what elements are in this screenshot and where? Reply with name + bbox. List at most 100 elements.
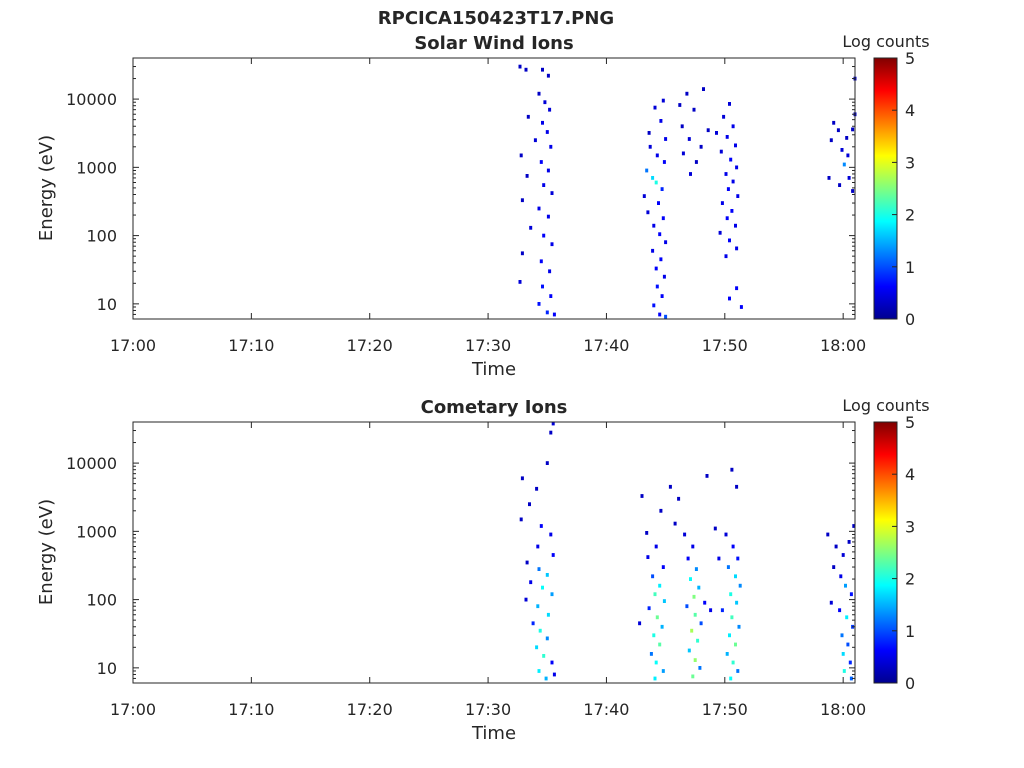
heatmap-cell [719, 149, 723, 154]
plot-area [132, 421, 856, 684]
heatmap-cell [549, 294, 553, 298]
heatmap-cell [655, 284, 659, 289]
heatmap-cell [655, 153, 659, 158]
heatmap-cell [548, 107, 552, 112]
heatmap-cell [673, 521, 677, 526]
y-tick-label: 1000 [76, 522, 117, 541]
heatmap-cell [536, 604, 540, 609]
heatmap-cell [738, 583, 742, 588]
heatmap-cell [838, 183, 842, 187]
heatmap-cell [654, 180, 658, 185]
colorbar-tick-label: 5 [905, 49, 915, 68]
heatmap-cell [661, 565, 665, 569]
heatmap-cell [681, 151, 685, 156]
heatmap-cell [659, 257, 663, 262]
heatmap-cell [541, 120, 544, 125]
y-tick-label: 10 [97, 659, 117, 678]
heatmap-cell [734, 223, 737, 228]
heatmap-cell [720, 201, 724, 205]
plot-area [132, 57, 856, 320]
heatmap-cell [546, 73, 550, 78]
heatmap-cell [852, 524, 856, 528]
spectrogram-cells [518, 64, 857, 319]
heatmap-cell [729, 592, 733, 597]
heatmap-cell [531, 621, 535, 626]
panel-title: Solar Wind Ions [414, 33, 573, 54]
heatmap-cell [731, 660, 735, 665]
heatmap-cell [528, 502, 531, 507]
heatmap-cell [739, 305, 743, 309]
heatmap-cell [651, 176, 655, 180]
spectrogram-cells [519, 422, 856, 681]
heatmap-cell [660, 294, 664, 298]
heatmap-cell [735, 484, 739, 489]
heatmap-cell [648, 144, 652, 149]
heatmap-cell [551, 553, 555, 557]
heatmap-cell [526, 114, 530, 119]
heatmap-cell [546, 612, 550, 617]
heatmap-cell [657, 201, 660, 205]
y-tick-label: 10 [97, 295, 117, 314]
colorbar-tick-label: 1 [905, 258, 915, 277]
heatmap-cell [842, 162, 846, 167]
heatmap-cell [731, 544, 735, 549]
heatmap-cell [519, 153, 523, 158]
heatmap-cell [725, 135, 729, 139]
heatmap-cell [685, 91, 689, 96]
heatmap-cell [730, 615, 734, 620]
heatmap-cell [718, 230, 722, 235]
heatmap-cell [652, 223, 656, 228]
heatmap-cell [728, 102, 731, 106]
x-axis-ticks: 17:00 17:10 17:20 17:30 17:40 17:50 18:00 [110, 58, 866, 355]
heatmap-cell [549, 532, 553, 537]
heatmap-cell [520, 251, 524, 256]
y-tick-label: 1000 [76, 158, 117, 177]
heatmap-cell [545, 130, 549, 134]
heatmap-cell [729, 676, 733, 681]
heatmap-cell [539, 524, 543, 528]
heatmap-cell [677, 496, 681, 501]
heatmap-cell [535, 645, 539, 650]
y-tick-label: 100 [86, 227, 117, 246]
heatmap-cell [662, 274, 666, 279]
heatmap-cell [546, 214, 550, 219]
figure-title: RPCICA150423T17.PNG [378, 8, 614, 29]
heatmap-cell [529, 225, 533, 230]
heatmap-cell [706, 128, 710, 133]
heatmap-cell [690, 628, 694, 633]
heatmap-cell [541, 585, 544, 590]
heatmap-cell [826, 532, 830, 537]
heatmap-cell [737, 624, 741, 629]
heatmap-cell [658, 312, 662, 317]
heatmap-cell [525, 560, 529, 565]
heatmap-cell [841, 652, 845, 656]
heatmap-cell [520, 198, 524, 203]
heatmap-cell [734, 143, 737, 148]
heatmap-cell [542, 654, 546, 658]
heatmap-cell [728, 633, 731, 638]
heatmap-cell [726, 187, 730, 191]
heatmap-cell [537, 302, 541, 306]
heatmap-cell [849, 592, 853, 597]
heatmap-cell [544, 676, 548, 681]
heatmap-cell [724, 254, 728, 259]
heatmap-cell [653, 105, 657, 110]
panel-cometary: Cometary Ions 17:00 17:10 17:20 17:30 17:40 1… [36, 396, 930, 744]
heatmap-cell [529, 580, 533, 585]
heatmap-cell [653, 676, 657, 681]
heatmap-cell [649, 652, 653, 656]
heatmap-cell [647, 606, 651, 611]
heatmap-cell [542, 183, 546, 187]
heatmap-cell [731, 179, 735, 184]
heatmap-cell [549, 430, 553, 435]
heatmap-cell [645, 168, 649, 173]
y-tick-label: 10000 [66, 90, 117, 109]
heatmap-cell [638, 621, 642, 626]
colorbar-ticks: 0 1 2 3 4 5 [892, 49, 915, 329]
heatmap-cell [832, 565, 836, 569]
heatmap-cell [829, 600, 833, 605]
heatmap-cell [659, 119, 663, 123]
heatmap-cell [728, 238, 731, 243]
colorbar-tick-label: 3 [905, 517, 915, 536]
